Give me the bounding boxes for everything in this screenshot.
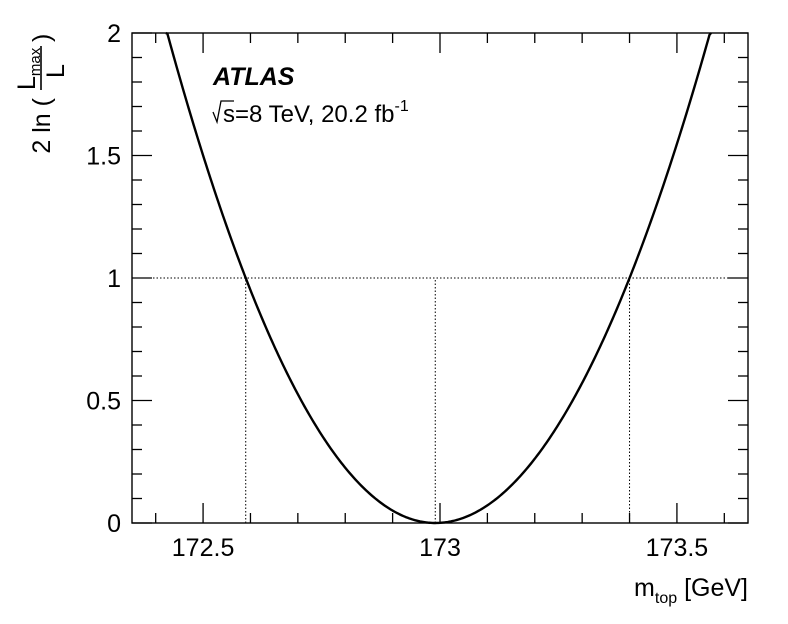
y-tick-label-4: 2	[107, 20, 121, 48]
svg-text:Lmax: Lmax	[13, 47, 44, 90]
likelihood-curve	[165, 31, 712, 525]
energy-sup: -1	[394, 98, 408, 115]
x-axis-title-rest: [GeV]	[677, 574, 748, 602]
axis-ticks	[132, 32, 748, 524]
y-axis-title-numerator-sub: max	[27, 47, 44, 76]
y-tick-label-2: 1	[107, 265, 121, 293]
y-tick-labels: 0 0.5 1 1.5 2	[86, 20, 121, 538]
y-axis-title-prefix: 2 ln (	[28, 97, 56, 153]
svg-text:s=8 TeV, 20.2 fb-1: s=8 TeV, 20.2 fb-1	[223, 98, 409, 128]
x-axis-title: mtop [GeV]	[634, 574, 748, 607]
x-tick-label-0: 172.5	[172, 534, 235, 562]
y-axis-title: 2 ln ( Lmax L )	[13, 34, 70, 154]
energy-text: =8 TeV, 20.2 fb	[235, 101, 394, 128]
x-tick-labels: 172.5 173 173.5	[172, 534, 708, 562]
y-axis-title-suffix: )	[28, 34, 56, 42]
energy-label: s=8 TeV, 20.2 fb-1	[212, 98, 409, 128]
y-axis-title-numerator: L	[13, 76, 41, 90]
sqrt-s-text: s	[223, 101, 235, 128]
y-tick-label-0: 0	[107, 510, 121, 538]
y-tick-label-3: 1.5	[86, 143, 121, 171]
x-axis-title-base: m	[634, 574, 655, 602]
x-axis-title-sub: top	[655, 590, 677, 607]
y-tick-label-1: 0.5	[86, 388, 121, 416]
x-tick-label-2: 173.5	[646, 534, 709, 562]
x-tick-label-1: 173	[419, 534, 461, 562]
sqrt-symbol	[212, 100, 234, 125]
reference-lines	[132, 277, 748, 523]
y-axis-title-denominator: L	[42, 64, 70, 78]
atlas-label: ATLAS	[212, 63, 295, 91]
